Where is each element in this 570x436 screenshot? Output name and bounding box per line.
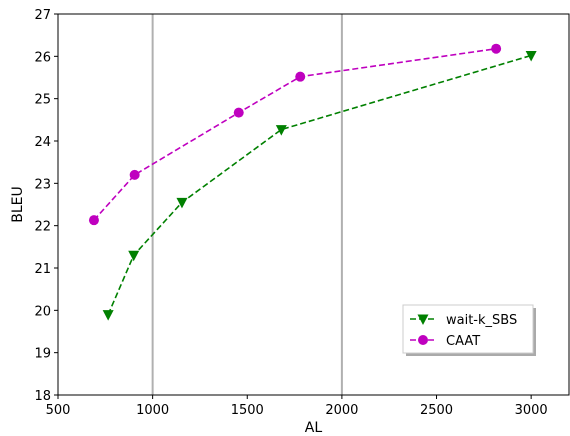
- x-tick-label: 3000: [515, 403, 548, 418]
- y-tick-label: 22: [34, 220, 51, 235]
- y-axis: 18 19 20 21 22 23 24 25 26 27: [34, 8, 58, 404]
- data-point: [102, 310, 114, 321]
- y-tick-label: 20: [34, 304, 51, 319]
- y-tick-label: 23: [34, 177, 51, 192]
- data-point: [129, 169, 140, 180]
- y-tick-label: 24: [34, 135, 51, 150]
- y-tick-label: 26: [34, 50, 51, 65]
- legend-box: [402, 304, 534, 354]
- legend-marker: [418, 335, 428, 345]
- data-point: [88, 215, 99, 226]
- x-tick-label: 1000: [136, 403, 169, 418]
- series-0: [102, 50, 537, 321]
- legend-label: CAAT: [446, 334, 480, 349]
- data-point: [128, 250, 140, 262]
- data-point: [295, 71, 306, 82]
- series-line: [107, 54, 532, 315]
- legend: wait-k_SBS CAAT: [402, 304, 536, 356]
- y-tick-label: 27: [34, 8, 51, 23]
- data-point: [525, 50, 537, 62]
- legend-item: CAAT: [410, 334, 480, 349]
- legend-marker: [417, 314, 429, 325]
- data-point: [275, 125, 287, 136]
- data-point: [176, 197, 188, 209]
- plot-frame: [57, 13, 570, 396]
- series-line: [93, 47, 497, 221]
- x-tick-label: 500: [46, 403, 71, 418]
- legend-item: wait-k_SBS: [410, 313, 517, 328]
- x-axis-label: AL: [305, 420, 323, 436]
- reference-lines: [151, 14, 343, 395]
- data-point: [491, 43, 502, 54]
- x-tick-label: 2000: [325, 403, 358, 418]
- y-axis-label: BLEU: [10, 186, 26, 223]
- series-1: [88, 43, 502, 226]
- series-layer: [88, 43, 537, 321]
- data-point: [233, 107, 244, 118]
- y-tick-label: 25: [34, 93, 51, 108]
- x-tick-label: 1500: [231, 403, 264, 418]
- x-axis: 500 1000 1500 2000 2500 3000: [46, 395, 548, 418]
- x-tick-label: 2500: [420, 403, 453, 418]
- y-tick-label: 18: [34, 389, 51, 404]
- legend-label: wait-k_SBS: [446, 313, 517, 328]
- y-tick-label: 21: [34, 262, 51, 277]
- y-tick-label: 19: [34, 347, 51, 362]
